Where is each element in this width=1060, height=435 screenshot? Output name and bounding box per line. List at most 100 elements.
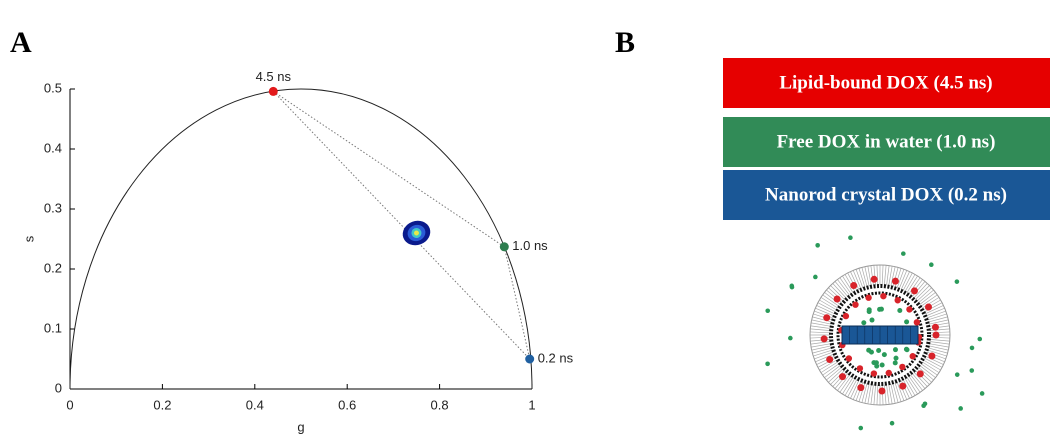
x-tick-label: 0.8 bbox=[431, 397, 449, 412]
lipid-tail bbox=[858, 382, 866, 402]
free-dox bbox=[979, 391, 985, 396]
y-tick-label: 0.1 bbox=[44, 320, 62, 335]
guide-line bbox=[272, 91, 531, 360]
free-dox bbox=[901, 251, 906, 256]
lipid-tail bbox=[915, 285, 930, 300]
lipid-tail bbox=[919, 292, 936, 305]
free-dox bbox=[977, 336, 983, 342]
lipid-tail bbox=[929, 328, 950, 331]
lipid-tail bbox=[904, 378, 916, 396]
free-dox bbox=[874, 363, 880, 369]
lipid-tail bbox=[900, 271, 910, 290]
free-dox bbox=[969, 368, 975, 373]
lipid-tail bbox=[925, 355, 944, 365]
x-tick-label: 1 bbox=[528, 397, 535, 412]
lipid-tail bbox=[810, 341, 831, 345]
bound-dox bbox=[833, 295, 841, 303]
lipid-tail bbox=[928, 345, 949, 351]
lipid-tail bbox=[870, 384, 874, 405]
lipid-tail bbox=[888, 266, 893, 286]
bound-dox bbox=[845, 355, 853, 362]
x-tick-label: 0.2 bbox=[153, 397, 171, 412]
lipid-tail bbox=[908, 277, 921, 295]
free-dox bbox=[868, 349, 874, 355]
lipid-tail bbox=[850, 271, 860, 290]
bound-dox bbox=[931, 323, 939, 331]
lipid-tail bbox=[814, 351, 834, 360]
cluster-layer bbox=[414, 230, 419, 236]
lipid-tail bbox=[824, 292, 841, 305]
lipid-tail bbox=[867, 384, 872, 404]
bound-dox bbox=[906, 306, 913, 313]
free-dox bbox=[958, 406, 963, 411]
bound-dox bbox=[880, 292, 887, 300]
lipid-tail bbox=[819, 299, 837, 311]
lipid-tail bbox=[810, 331, 831, 334]
bound-dox bbox=[885, 369, 892, 377]
bound-dox bbox=[928, 352, 936, 360]
lipid-tail bbox=[832, 283, 847, 299]
lipid-tail bbox=[910, 374, 923, 391]
lipid-tail bbox=[918, 289, 934, 304]
panel-label: B bbox=[615, 26, 635, 59]
lipid-tail bbox=[884, 265, 887, 286]
lipid-tail bbox=[927, 349, 947, 357]
lipid-tail bbox=[828, 287, 844, 302]
lipid-tail bbox=[839, 375, 852, 393]
lipid-tail bbox=[820, 297, 839, 309]
lipid-tail bbox=[928, 319, 949, 325]
bound-dox bbox=[820, 335, 828, 343]
free-dox bbox=[969, 345, 975, 351]
lipid-tail bbox=[921, 361, 940, 373]
lifetime-point bbox=[525, 354, 535, 364]
lipid-tail bbox=[852, 270, 862, 289]
free-dox bbox=[922, 401, 928, 407]
lipid-tail bbox=[906, 376, 918, 395]
lipid-tail bbox=[828, 368, 844, 383]
lipid-tail bbox=[822, 363, 840, 376]
free-dox bbox=[889, 420, 895, 426]
point-label: 4.5 ns bbox=[256, 69, 292, 84]
x-axis-label: g bbox=[297, 419, 304, 434]
lipid-tail bbox=[924, 302, 943, 313]
free-dox bbox=[869, 317, 875, 323]
universal-circle bbox=[69, 88, 533, 390]
lipid-tail bbox=[894, 382, 902, 402]
lipid-tail bbox=[847, 379, 858, 398]
x-tick-label: 0.4 bbox=[246, 397, 264, 412]
lipid-tail bbox=[902, 379, 913, 398]
lipid-tail bbox=[811, 343, 831, 348]
bound-dox bbox=[924, 303, 932, 311]
free-dox bbox=[954, 279, 960, 284]
lipid-tail bbox=[816, 305, 835, 315]
bound-dox bbox=[850, 282, 858, 290]
free-dox bbox=[861, 320, 867, 326]
lipid-tail bbox=[811, 322, 831, 327]
free-dox bbox=[877, 306, 883, 312]
phasor-cluster bbox=[402, 220, 431, 246]
lipid-tail bbox=[927, 313, 947, 321]
lipid-tail bbox=[861, 383, 868, 403]
free-dox bbox=[892, 360, 898, 366]
lipid-tail bbox=[902, 272, 913, 291]
legend-box-text: Nanorod crystal DOX (0.2 ns) bbox=[765, 184, 1007, 205]
lipid-tail bbox=[906, 275, 918, 294]
bound-dox bbox=[932, 331, 940, 339]
lipid-tail bbox=[898, 270, 908, 289]
bound-dox bbox=[891, 277, 899, 285]
free-dox bbox=[879, 362, 885, 368]
lipid-tail bbox=[913, 283, 928, 299]
lipid-tail bbox=[904, 274, 916, 292]
lipid-tail bbox=[876, 265, 879, 286]
free-dox bbox=[954, 372, 960, 377]
y-tick-label: 0.5 bbox=[44, 80, 62, 95]
lipid-tail bbox=[888, 384, 893, 404]
lipid-tail bbox=[858, 268, 866, 288]
bound-dox bbox=[909, 353, 916, 360]
free-dox bbox=[848, 235, 853, 241]
lipid-tail bbox=[830, 285, 845, 300]
lipid-tail bbox=[918, 366, 934, 381]
free-dox bbox=[788, 335, 793, 341]
free-dox bbox=[815, 243, 820, 248]
